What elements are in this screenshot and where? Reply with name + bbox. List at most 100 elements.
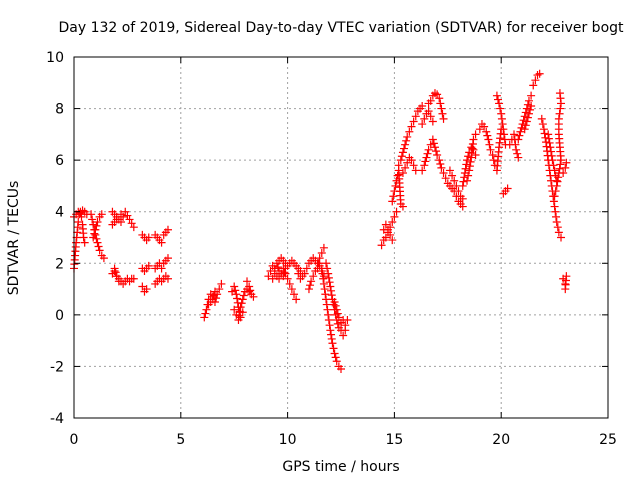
- data-point: [88, 215, 97, 224]
- data-point: [516, 127, 525, 136]
- data-point: [550, 202, 559, 211]
- data-point: [239, 291, 248, 300]
- data-point: [97, 210, 106, 219]
- data-point: [438, 109, 447, 118]
- data-point: [544, 130, 553, 139]
- data-point: [461, 164, 470, 173]
- data-point: [503, 184, 512, 193]
- data-point: [524, 109, 533, 118]
- data-point: [307, 277, 316, 286]
- data-point: [89, 233, 98, 242]
- data-point: [540, 129, 549, 138]
- data-point: [555, 109, 564, 118]
- data-point: [463, 176, 472, 185]
- data-point: [77, 212, 86, 221]
- data-point: [523, 113, 532, 122]
- data-point: [334, 313, 343, 322]
- data-point: [398, 169, 407, 178]
- data-point: [552, 218, 561, 227]
- data-point: [522, 117, 531, 126]
- x-tick-label: 25: [599, 432, 617, 448]
- data-point: [309, 272, 318, 281]
- data-point: [556, 160, 565, 169]
- y-tick-label: 2: [55, 256, 64, 272]
- data-point: [418, 120, 427, 129]
- data-point: [409, 117, 418, 126]
- y-axis-label: SDTVAR / TECUs: [6, 181, 22, 296]
- data-point: [328, 339, 337, 348]
- data-point: [314, 259, 323, 268]
- data-point: [323, 264, 332, 273]
- data-point: [232, 290, 241, 299]
- data-point: [275, 274, 284, 283]
- data-point: [281, 269, 290, 278]
- data-point: [290, 290, 299, 299]
- data-point: [327, 291, 336, 300]
- x-tick-label: 20: [492, 432, 510, 448]
- data-point: [215, 285, 224, 294]
- data-point: [273, 263, 282, 272]
- data-point: [217, 279, 226, 288]
- data-point: [92, 221, 101, 230]
- data-point: [545, 138, 554, 147]
- data-point: [441, 174, 450, 183]
- data-point: [264, 272, 273, 281]
- data-point: [114, 274, 123, 283]
- data-point: [327, 334, 336, 343]
- data-point: [459, 177, 468, 186]
- data-point: [424, 145, 433, 154]
- data-point: [552, 181, 561, 190]
- plot-frame: [73, 56, 609, 419]
- data-point: [94, 242, 103, 251]
- data-point: [230, 282, 239, 291]
- data-point: [489, 156, 498, 165]
- data-point: [235, 307, 244, 316]
- data-point: [398, 202, 407, 211]
- data-point: [331, 301, 340, 310]
- data-point: [287, 285, 296, 294]
- data-point: [238, 295, 247, 304]
- data-point: [409, 161, 418, 170]
- data-point: [435, 156, 444, 165]
- data-point: [527, 101, 536, 110]
- data-point: [315, 254, 324, 263]
- data-point: [436, 99, 445, 108]
- data-point: [237, 299, 246, 308]
- data-point: [99, 254, 108, 263]
- data-point: [249, 292, 258, 301]
- data-point: [514, 153, 523, 162]
- data-point: [324, 273, 333, 282]
- data-point: [429, 139, 438, 148]
- data-point: [157, 238, 166, 247]
- data-point: [520, 125, 529, 134]
- data-point: [337, 365, 345, 374]
- data-point: [202, 305, 211, 314]
- y-tick-label: 4: [55, 205, 64, 221]
- data-point: [396, 156, 405, 165]
- data-point: [144, 233, 153, 242]
- data-point: [208, 295, 217, 304]
- data-point: [381, 233, 390, 242]
- data-point: [471, 130, 480, 139]
- data-point: [492, 91, 501, 100]
- data-point: [432, 147, 441, 156]
- data-point: [163, 225, 172, 234]
- data-point: [437, 163, 446, 172]
- data-point: [418, 166, 427, 175]
- data-point: [209, 291, 218, 300]
- data-point: [485, 140, 494, 149]
- data-point: [463, 156, 472, 165]
- data-point: [388, 236, 397, 245]
- data-point: [524, 96, 533, 105]
- data-point: [550, 192, 559, 201]
- data-point: [236, 303, 245, 312]
- data-point: [74, 218, 83, 227]
- data-point: [497, 109, 506, 118]
- data-point: [554, 114, 563, 123]
- data-point: [464, 171, 473, 180]
- axis-ticks: [73, 56, 609, 419]
- data-point: [391, 181, 400, 190]
- data-point: [549, 197, 558, 206]
- data-point: [300, 269, 309, 278]
- data-point: [521, 121, 530, 130]
